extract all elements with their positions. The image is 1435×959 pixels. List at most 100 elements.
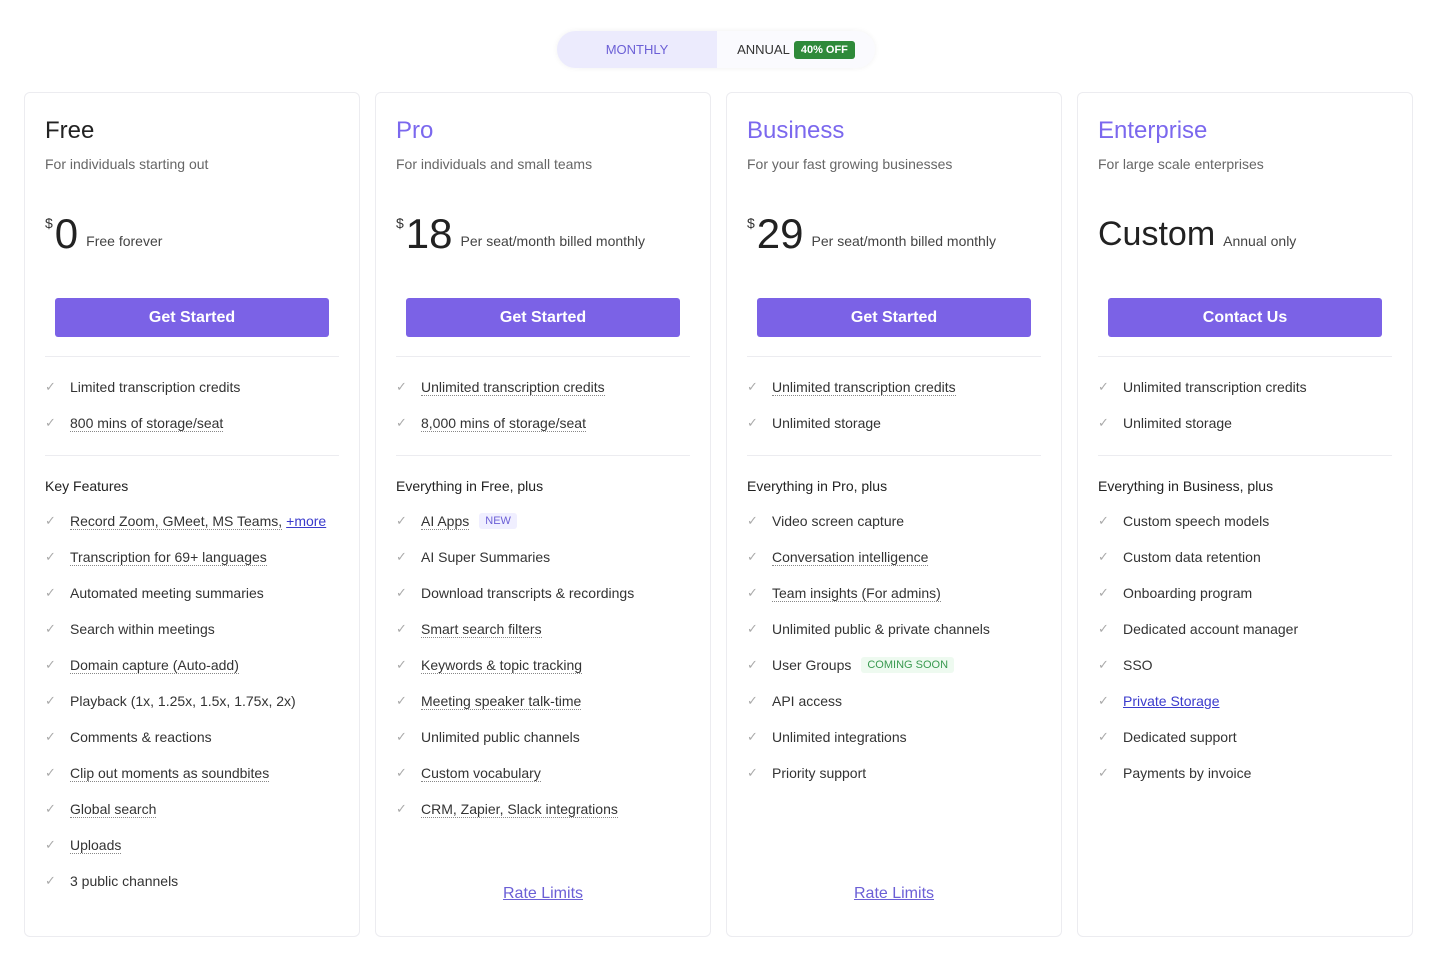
feature-text: Video screen capture: [772, 513, 905, 529]
plan-price: $0 Free forever: [45, 213, 162, 255]
feature-text: Unlimited public & private channels: [772, 621, 990, 637]
check-icon: ✓: [747, 621, 758, 636]
feature-text: Custom data retention: [1123, 549, 1261, 565]
list-item: ✓ Conversation intelligence: [747, 539, 1041, 575]
feature-text: Global search: [70, 800, 157, 818]
check-icon: ✓: [396, 585, 407, 600]
price-description: Per seat/month billed monthly: [460, 233, 645, 249]
feature-text: Priority support: [772, 765, 867, 781]
check-icon: ✓: [1098, 765, 1109, 780]
feature-text: Domain capture (Auto-add): [70, 656, 239, 674]
list-item: ✓ Unlimited transcription credits: [396, 369, 690, 405]
list-item: ✓ User Groups COMING SOON: [747, 647, 1041, 683]
feature-text: AI Super Summaries: [421, 549, 551, 565]
list-item: ✓ Unlimited public & private channels: [747, 611, 1041, 647]
monthly-tab[interactable]: MONTHLY: [557, 31, 717, 68]
divider: [1098, 455, 1392, 456]
list-item: ✓ Unlimited public channels: [396, 719, 690, 755]
feature-text: Onboarding program: [1123, 585, 1253, 601]
check-icon: ✓: [1098, 549, 1109, 564]
plan-tagline: For your fast growing businesses: [747, 156, 953, 172]
check-icon: ✓: [747, 693, 758, 708]
divider: [45, 455, 339, 456]
check-icon: ✓: [45, 585, 56, 600]
check-icon: ✓: [45, 765, 56, 780]
divider: [747, 356, 1041, 357]
cta-button[interactable]: Contact Us: [1108, 298, 1382, 337]
check-icon: ✓: [396, 415, 407, 430]
list-item: ✓ Team insights (For admins): [747, 575, 1041, 611]
list-item: ✓ Keywords & topic tracking: [396, 647, 690, 683]
check-icon: ✓: [1098, 657, 1109, 672]
feature-text: Automated meeting summaries: [70, 585, 264, 601]
section-heading: Everything in Free, plus: [396, 478, 544, 494]
list-item: ✓ Automated meeting summaries: [45, 575, 339, 611]
feature-text[interactable]: Private Storage: [1123, 693, 1220, 709]
divider: [396, 455, 690, 456]
list-item: ✓ Unlimited transcription credits: [1098, 369, 1392, 405]
divider: [396, 356, 690, 357]
plan-name: Pro: [396, 117, 434, 144]
list-item: ✓ Download transcripts & recordings: [396, 575, 690, 611]
check-icon: ✓: [747, 379, 758, 394]
check-icon: ✓: [747, 765, 758, 780]
plan-tagline: For individuals starting out: [45, 156, 209, 172]
check-icon: ✓: [1098, 379, 1109, 394]
list-item: ✓ 3 public channels: [45, 863, 339, 899]
feature-text: Transcription for 69+ languages: [70, 548, 267, 566]
list-item: ✓ Playback (1x, 1.25x, 1.5x, 1.75x, 2x): [45, 683, 339, 719]
feature-text: Unlimited storage: [772, 415, 881, 431]
billing-toggle: MONTHLY ANNUAL 40% OFF: [557, 31, 875, 68]
plan-price: Custom Annual only: [1098, 213, 1296, 255]
check-icon: ✓: [45, 415, 56, 430]
list-item: ✓ Dedicated support: [1098, 719, 1392, 755]
feature-text: AI Apps: [421, 512, 470, 530]
check-icon: ✓: [1098, 513, 1109, 528]
feature-text: Clip out moments as soundbites: [70, 764, 270, 782]
check-icon: ✓: [1098, 585, 1109, 600]
feature-text: CRM, Zapier, Slack integrations: [421, 800, 618, 818]
check-icon: ✓: [396, 513, 407, 528]
list-item: ✓ Onboarding program: [1098, 575, 1392, 611]
plan-card-enterprise: Enterprise For large scale enterprises C…: [1077, 92, 1413, 937]
list-item: ✓ Meeting speaker talk-time: [396, 683, 690, 719]
check-icon: ✓: [45, 693, 56, 708]
more-link[interactable]: +more: [286, 513, 327, 529]
price-description: Free forever: [86, 233, 163, 249]
plan-tagline: For large scale enterprises: [1098, 156, 1264, 172]
feature-text: Payments by invoice: [1123, 765, 1252, 781]
list-item: ✓ CRM, Zapier, Slack integrations: [396, 791, 690, 827]
list-item: ✓ Private Storage: [1098, 683, 1392, 719]
check-icon: ✓: [747, 585, 758, 600]
new-badge: NEW: [479, 513, 517, 529]
check-icon: ✓: [396, 801, 407, 816]
plan-card-business: Business For your fast growing businesse…: [726, 92, 1062, 937]
plan-name: Business: [747, 117, 845, 144]
list-item: ✓ API access: [747, 683, 1041, 719]
list-item: ✓ Unlimited transcription credits: [747, 369, 1041, 405]
list-item: ✓ Smart search filters: [396, 611, 690, 647]
plan-tagline: For individuals and small teams: [396, 156, 593, 172]
list-item: ✓ Clip out moments as soundbites: [45, 755, 339, 791]
check-icon: ✓: [45, 621, 56, 636]
list-item: ✓ Custom speech models: [1098, 503, 1392, 539]
divider: [747, 455, 1041, 456]
list-item: ✓ SSO: [1098, 647, 1392, 683]
plan-name: Enterprise: [1098, 117, 1208, 144]
currency: $: [747, 215, 755, 231]
feature-text: Download transcripts & recordings: [421, 585, 635, 601]
list-item: ✓ Unlimited integrations: [747, 719, 1041, 755]
rate-limits-link[interactable]: Rate Limits: [502, 885, 584, 902]
section-heading: Everything in Pro, plus: [747, 478, 888, 494]
basics-list: ✓ Unlimited transcription credits ✓ Unlimit…: [747, 369, 1041, 441]
cta-button[interactable]: Get Started: [757, 298, 1031, 337]
check-icon: ✓: [45, 657, 56, 672]
rate-limits-link[interactable]: Rate Limits: [853, 885, 935, 902]
annual-tab[interactable]: ANNUAL 40% OFF: [717, 31, 875, 68]
feature-text: Smart search filters: [421, 620, 542, 638]
check-icon: ✓: [396, 621, 407, 636]
cta-button[interactable]: Get Started: [55, 298, 329, 337]
list-item: ✓ Priority support: [747, 755, 1041, 791]
list-item: ✓ Dedicated account manager: [1098, 611, 1392, 647]
cta-button[interactable]: Get Started: [406, 298, 680, 337]
